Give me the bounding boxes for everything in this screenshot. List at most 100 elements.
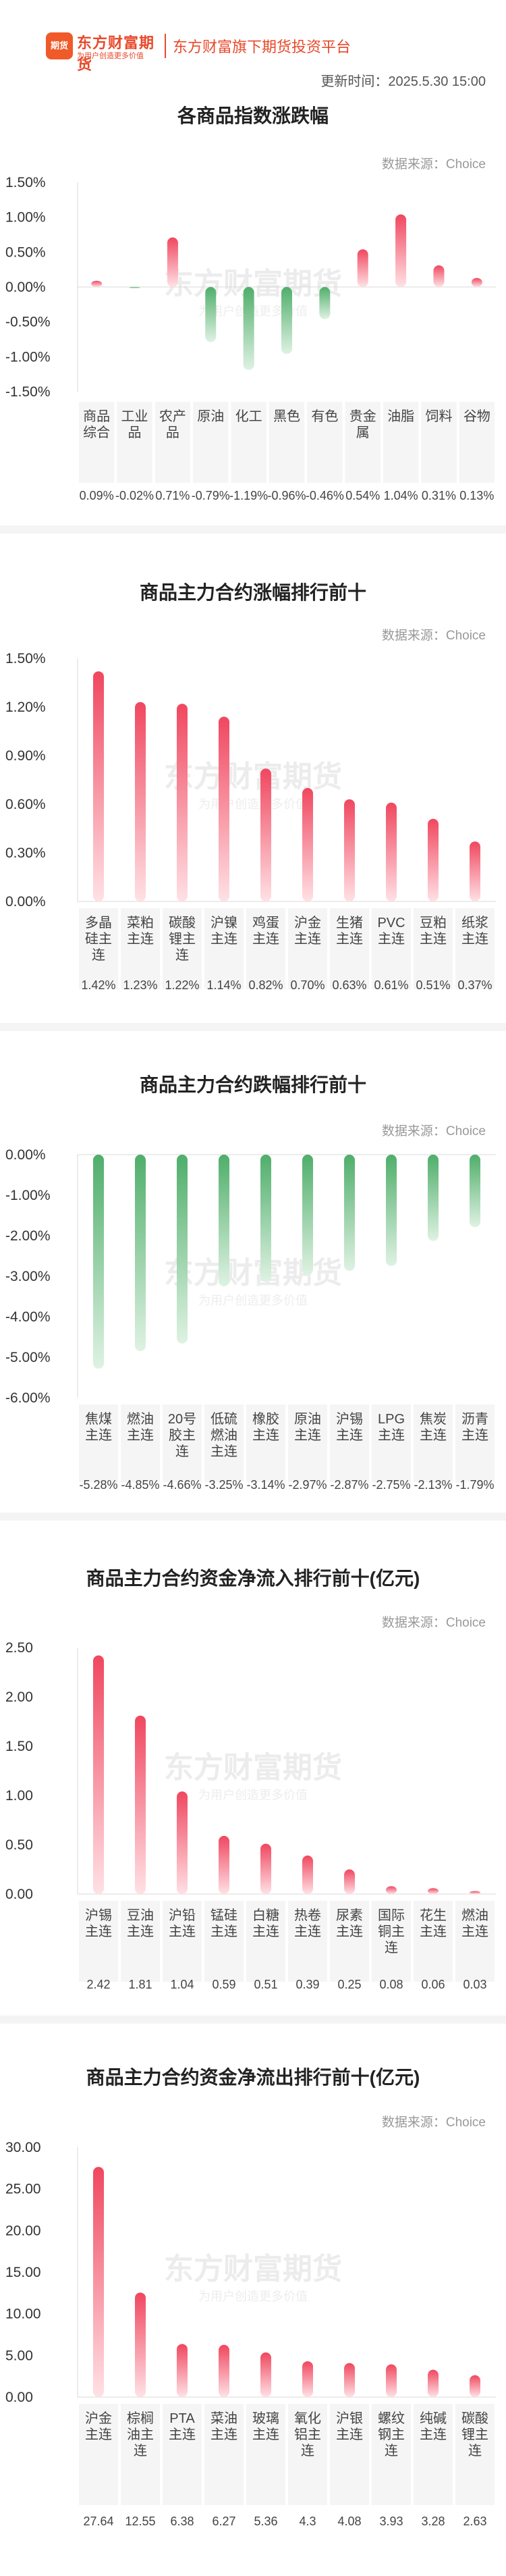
data-label: -3.14%: [246, 1478, 285, 1492]
chart-index-change: 东方财富期货为用户创造更多价值1.50%1.00%0.50%0.00%-0.50…: [5, 175, 496, 502]
category-cell: [383, 402, 419, 483]
category-cell: [204, 908, 244, 989]
bar: [344, 1155, 355, 1271]
data-label: -5.28%: [79, 1478, 117, 1492]
bar: [219, 1155, 229, 1286]
x-tick-label: PTA 主连: [169, 2411, 196, 2442]
data-label: 27.64: [83, 2515, 113, 2528]
bar: [135, 1715, 146, 1894]
x-tick-label: 沥青主连: [461, 1411, 488, 1443]
watermark-name: 东方财富期货: [164, 1257, 342, 1290]
data-label: 0.61%: [374, 978, 408, 992]
x-tick-label: 菜油主连: [210, 2411, 237, 2442]
data-label: 4.08: [337, 2515, 361, 2528]
bar: [177, 1155, 188, 1344]
x-tick-label: 燃油主连: [127, 1411, 154, 1443]
category-cell: [455, 2404, 495, 2505]
x-tick-label: 豆粕主连: [420, 915, 447, 947]
category-cell: [121, 1901, 160, 1982]
bar: [428, 1888, 439, 1894]
category-cell: [345, 402, 381, 483]
data-label: 0.71%: [155, 489, 190, 502]
platform-name: 东方财富旗下期货投资平台: [173, 38, 352, 55]
category-cell: [288, 1901, 327, 1982]
category-cell: [79, 1901, 118, 1982]
x-tick-label: 棕榈油主连: [127, 2411, 154, 2459]
y-tick-label: 0.90%: [5, 748, 46, 764]
page-header: 期货 东方财富期货 为用户创造更多价值 东方财富旗下期货投资平台 更新时间：20…: [0, 0, 506, 101]
data-label: 0.37%: [457, 978, 492, 992]
category-cell: [79, 402, 115, 483]
bar: [167, 237, 178, 287]
chart-title-top-losers: 商品主力合约跌幅排行前十: [139, 1074, 366, 1095]
data-label: 3.93: [379, 2515, 403, 2528]
x-tick-label: 油脂: [387, 409, 414, 424]
bar: [135, 702, 146, 901]
y-tick-label: 15.00: [5, 2265, 41, 2280]
data-label: 2.42: [86, 1978, 110, 1991]
chart-source-index-change: 数据来源：Choice: [381, 157, 486, 172]
data-label: 0.08: [379, 1978, 403, 1991]
category-cell: [414, 1901, 453, 1982]
category-cell: [372, 1901, 411, 1982]
data-label: -2.97%: [288, 1478, 327, 1492]
y-tick-label: 1.20%: [5, 700, 46, 715]
category-cell: [79, 2404, 118, 2505]
data-label: -0.96%: [267, 489, 306, 502]
category-cell: [163, 908, 202, 989]
x-tick-label: 商品综合: [83, 409, 110, 440]
section-divider: [0, 2016, 506, 2024]
watermark-slogan: 为用户创造更多价值: [198, 1294, 308, 1307]
bar: [135, 2292, 146, 2397]
category-cell: [421, 402, 457, 483]
category-cell: [307, 402, 343, 483]
y-tick-label: 0.30%: [5, 845, 46, 861]
category-cell: [288, 1404, 327, 1482]
bar: [135, 1155, 146, 1351]
data-label: -0.02%: [115, 489, 154, 502]
bar: [177, 2344, 188, 2397]
data-label: 0.51%: [416, 978, 450, 992]
category-cell: [231, 402, 266, 483]
category-cell: [204, 1404, 244, 1482]
data-label: -0.79%: [192, 489, 230, 502]
bar: [302, 1155, 313, 1276]
y-tick-label: 30.00: [5, 2140, 41, 2155]
bar: [219, 716, 229, 901]
data-label: -3.25%: [204, 1478, 243, 1492]
category-cell: [414, 2404, 453, 2505]
category-cell: [330, 908, 369, 989]
x-tick-label: 农产品: [159, 409, 186, 440]
data-label: -2.87%: [330, 1478, 368, 1492]
brand-logo: 期货 东方财富期货 为用户创造更多价值: [46, 30, 161, 73]
bar: [302, 2361, 313, 2397]
category-cell: [163, 1901, 202, 1982]
category-cell: [372, 1404, 411, 1482]
y-tick-label: 25.00: [5, 2182, 41, 2197]
x-tick-label: 纯碱主连: [420, 2411, 447, 2442]
x-tick-label: 沪锡主连: [85, 1908, 112, 1939]
x-tick-label: 20号胶主连: [168, 1412, 196, 1459]
category-cell: [193, 402, 229, 483]
data-label: 0.59: [212, 1978, 235, 1991]
bar: [470, 2375, 480, 2397]
x-tick-label: 生猪主连: [336, 915, 363, 947]
bar: [129, 287, 140, 289]
category-cell: [246, 1901, 285, 1982]
x-tick-label: 纸浆主连: [461, 915, 488, 947]
category-cell: [414, 1404, 453, 1482]
x-tick-label: 原油主连: [294, 1411, 321, 1443]
bar: [344, 799, 355, 901]
chart-title-net-outflow: 商品主力合约资金净流出排行前十(亿元): [86, 2067, 420, 2088]
watermark-slogan: 为用户创造更多价值: [198, 2290, 308, 2303]
data-label: 1.04%: [384, 489, 418, 502]
bar: [205, 287, 217, 342]
data-label: 12.55: [125, 2515, 155, 2528]
x-tick-label: 饲料: [425, 409, 452, 424]
watermark-slogan: 为用户创造更多价值: [198, 797, 308, 811]
category-cell: [372, 2404, 411, 2505]
chart-source-net-inflow: 数据来源：Choice: [381, 1616, 486, 1630]
bar: [219, 1835, 229, 1894]
